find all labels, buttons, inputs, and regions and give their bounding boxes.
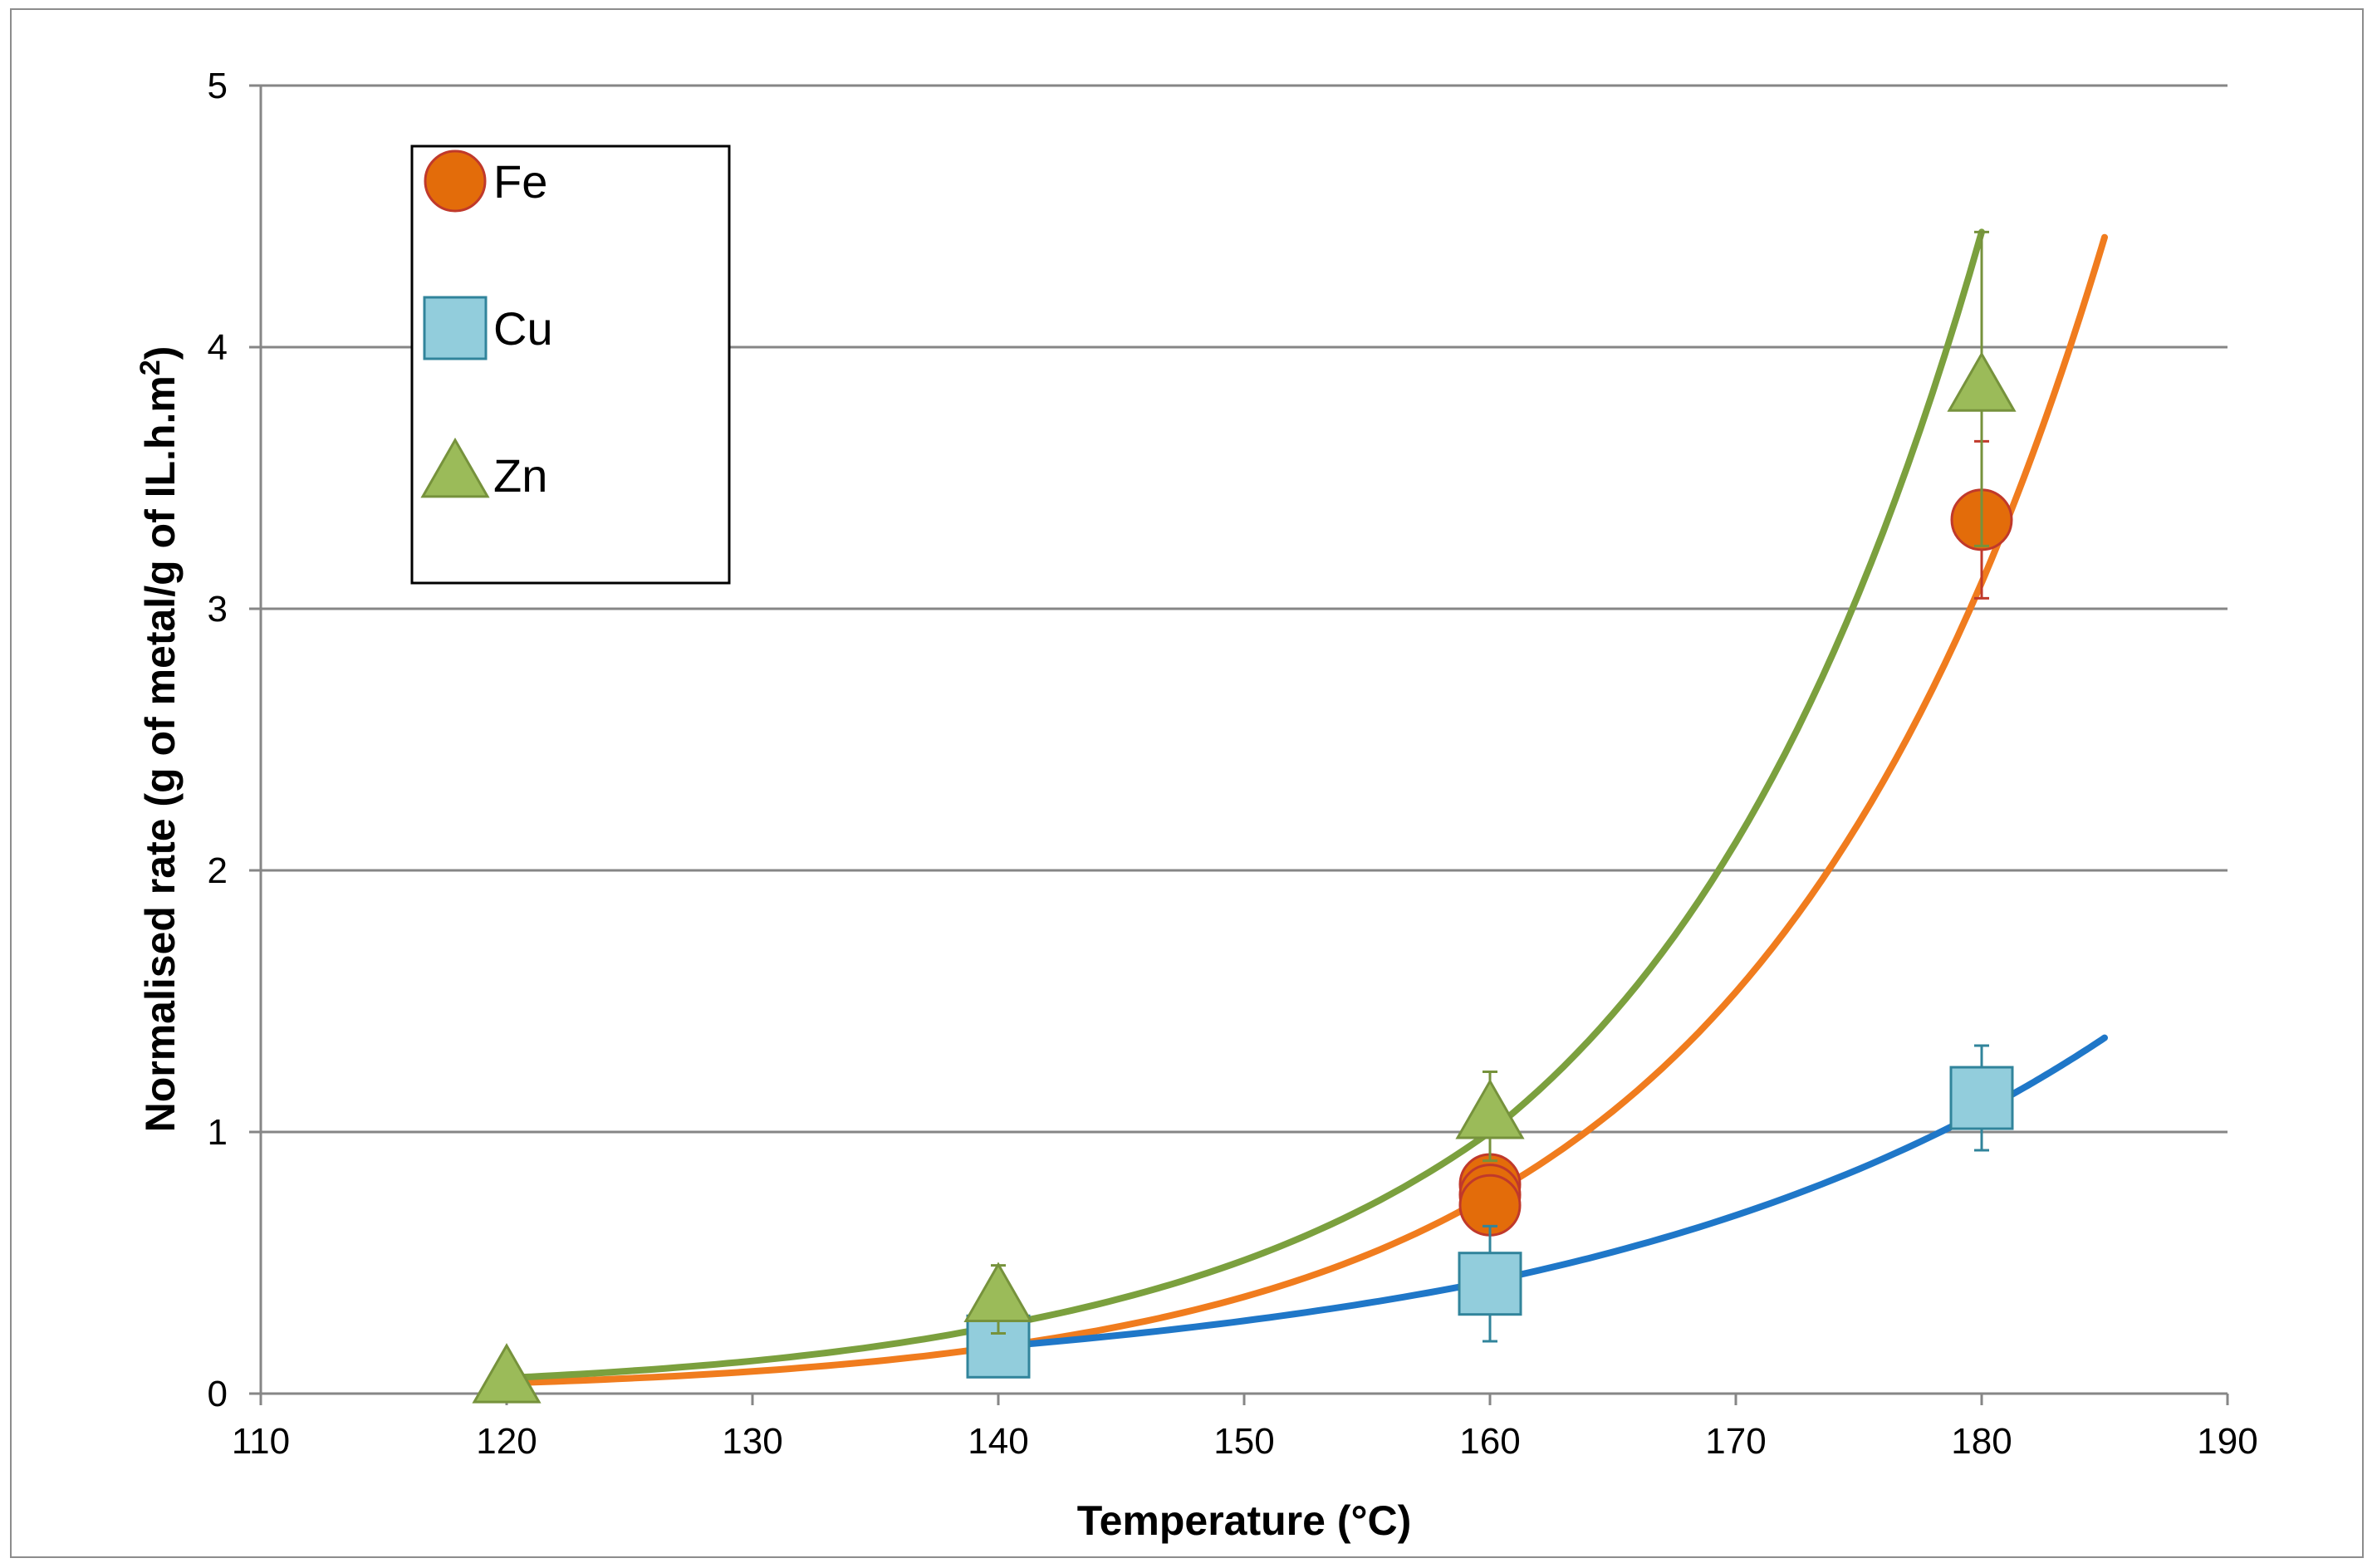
y-ticks: 0 1 2 3 4 5 <box>208 66 261 1414</box>
marker-cu-2 <box>1949 1066 2014 1130</box>
legend-label-fe: Fe <box>493 155 547 208</box>
legend-marker-fe <box>424 149 487 213</box>
y-tick-label-2: 2 <box>208 850 228 891</box>
x-tick-label-160: 160 <box>1459 1421 1520 1462</box>
marker-zn-3 <box>1947 351 2017 412</box>
legend-label-zn: Zn <box>493 449 547 502</box>
trend-line-cu <box>995 1034 2108 1350</box>
x-tick-label-190: 190 <box>2197 1421 2257 1462</box>
trend-line-fe <box>503 233 2108 1387</box>
marker-zn-1 <box>963 1262 1033 1322</box>
legend-label-cu: Cu <box>493 302 553 355</box>
marker-zn-0 <box>472 1343 542 1404</box>
y-tick-label-1: 1 <box>208 1112 228 1153</box>
x-tick-label-110: 110 <box>232 1421 290 1462</box>
x-tick-label-130: 130 <box>722 1421 782 1462</box>
legend-marker-cu <box>423 296 488 360</box>
y-tick-label-4: 4 <box>208 327 228 368</box>
y-tick-label-5: 5 <box>208 66 228 106</box>
y-axis-title-close: ) <box>137 346 184 360</box>
legend-box <box>410 145 731 585</box>
y-tick-label-3: 3 <box>208 589 228 630</box>
x-tick-label-120: 120 <box>476 1421 537 1462</box>
trend-line-zn <box>503 228 1985 1382</box>
x-axis-title: Temperature (°C) <box>1077 1497 1411 1544</box>
x-tick-label-150: 150 <box>1213 1421 1274 1462</box>
marker-cu-1 <box>1458 1252 1522 1316</box>
trend-lines <box>503 228 2108 1387</box>
y-axis-title-superscript: 2 <box>135 360 166 375</box>
x-tick-label-140: 140 <box>968 1421 1028 1462</box>
legend: Fe Cu Zn <box>410 145 731 585</box>
x-tick-label-170: 170 <box>1705 1421 1766 1462</box>
y-tick-label-0: 0 <box>208 1374 228 1414</box>
data-markers <box>472 230 2017 1404</box>
legend-marker-zn <box>420 437 490 498</box>
y-axis-title: Normalised rate (g of metal/g of IL.h.m2… <box>135 346 184 1133</box>
y-axis-title-main: Normalised rate (g of metal/g of IL.h.m <box>137 375 184 1132</box>
gridlines <box>261 84 2228 1134</box>
x-tick-label-180: 180 <box>1951 1421 2012 1462</box>
marker-zn-2 <box>1455 1078 1525 1139</box>
x-ticks: 110 120 130 140 150 160 170 180 190 <box>232 1394 2258 1462</box>
